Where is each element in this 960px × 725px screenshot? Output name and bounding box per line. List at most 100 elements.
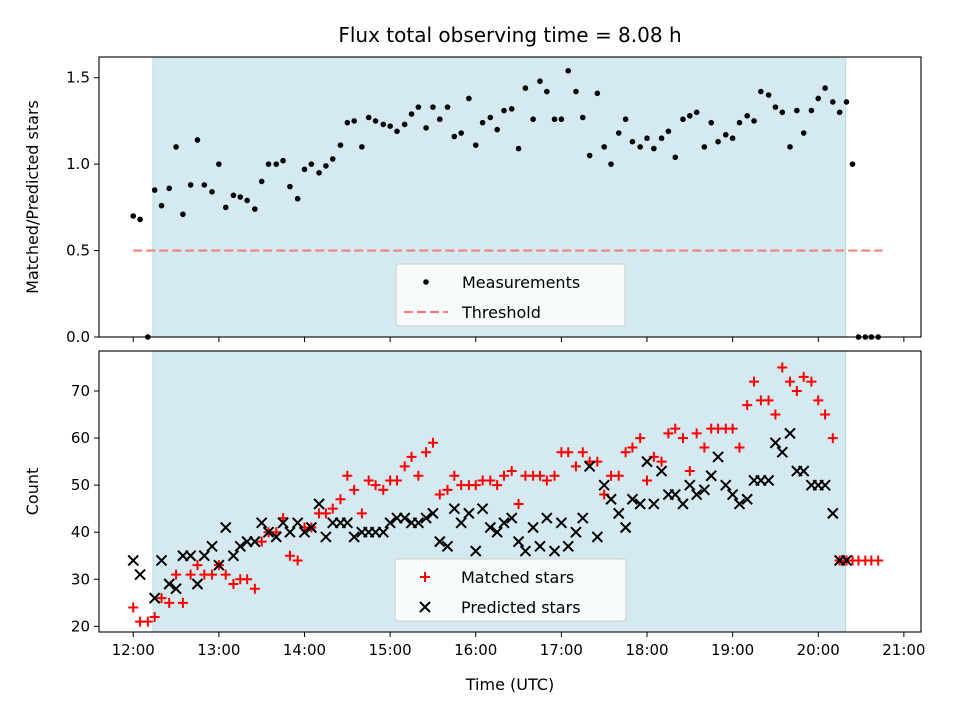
data-point xyxy=(234,540,246,553)
data-point xyxy=(830,99,836,105)
data-point xyxy=(522,85,529,91)
data-point xyxy=(594,90,601,97)
data-point xyxy=(391,475,402,486)
data-point xyxy=(615,130,622,136)
data-point xyxy=(187,182,194,188)
data-point xyxy=(455,517,467,529)
data-point xyxy=(320,508,331,519)
data-point xyxy=(698,484,711,496)
data-point xyxy=(216,161,222,167)
data-point xyxy=(164,597,175,608)
data-point xyxy=(406,451,417,462)
data-point xyxy=(230,192,237,199)
data-point xyxy=(134,568,146,581)
data-point xyxy=(563,447,574,458)
data-point xyxy=(413,470,424,481)
x-tick-label: 15:00 xyxy=(369,641,412,659)
data-point xyxy=(491,526,503,538)
x-tick-label: 20:00 xyxy=(797,641,840,659)
data-point xyxy=(394,128,400,135)
data-point xyxy=(220,569,231,580)
data-point xyxy=(372,118,379,124)
plot-frame xyxy=(98,350,922,633)
data-point xyxy=(787,144,793,150)
data-point xyxy=(420,512,432,524)
data-point xyxy=(242,574,253,585)
data-point xyxy=(579,114,586,121)
data-point xyxy=(128,602,139,613)
y-axis-label: Matched/Predicted stars xyxy=(23,100,42,294)
data-point xyxy=(335,494,346,505)
legend-marker-plus xyxy=(420,572,430,582)
data-point xyxy=(613,470,624,481)
data-point xyxy=(470,480,481,491)
data-point xyxy=(827,433,838,444)
data-point xyxy=(537,78,543,84)
data-point xyxy=(813,395,824,406)
data-point xyxy=(449,470,460,481)
panel-top-ratio: 0.0 0.5 1.0 1.5 Matched/Predicted stars Measu… xyxy=(23,56,922,346)
data-point xyxy=(387,123,393,129)
data-point xyxy=(798,371,809,382)
data-point xyxy=(380,121,387,128)
data-point xyxy=(155,554,168,567)
data-point xyxy=(770,409,781,420)
data-point xyxy=(421,447,432,458)
data-point xyxy=(749,376,760,387)
plot-frame xyxy=(98,56,922,338)
data-point xyxy=(622,116,629,123)
data-point xyxy=(237,194,244,200)
data-point xyxy=(351,118,357,124)
data-point xyxy=(163,578,175,590)
data-point xyxy=(762,474,775,487)
data-point xyxy=(498,517,510,529)
data-point xyxy=(255,517,268,529)
data-point xyxy=(669,488,681,501)
data-point xyxy=(608,161,614,167)
data-point xyxy=(408,111,415,117)
data-point xyxy=(776,446,788,458)
data-point xyxy=(744,112,750,119)
legend-label: Predicted stars xyxy=(461,598,581,617)
data-point xyxy=(548,545,561,557)
data-point xyxy=(494,126,500,133)
data-point xyxy=(699,442,710,453)
x-tick-label: 13:00 xyxy=(197,641,240,659)
chart-title: Flux total observing time = 8.08 h xyxy=(338,23,681,47)
data-point xyxy=(708,119,715,126)
data-point xyxy=(434,489,445,500)
data-point xyxy=(642,475,652,486)
data-point xyxy=(541,475,552,486)
y-tick-label: 0.5 xyxy=(66,242,90,260)
data-point xyxy=(177,597,188,608)
data-point xyxy=(313,498,325,510)
data-point xyxy=(470,545,482,557)
data-point xyxy=(287,183,293,190)
data-point xyxy=(444,104,451,110)
data-point xyxy=(476,502,489,515)
data-point xyxy=(158,202,165,209)
data-point xyxy=(448,502,461,515)
data-point xyxy=(684,466,695,477)
data-point xyxy=(170,582,182,595)
data-point xyxy=(499,470,510,481)
series-predicted-stars xyxy=(127,427,853,604)
x-tick-label: 12:00 xyxy=(112,641,155,659)
data-point xyxy=(648,498,660,510)
data-point xyxy=(506,512,518,524)
data-point xyxy=(627,442,638,453)
x-tick-label: 19:00 xyxy=(711,641,754,659)
data-point xyxy=(249,583,260,594)
data-point xyxy=(635,433,646,444)
x-axis-label: Time (UTC) xyxy=(465,675,554,694)
y-tick-label: 40 xyxy=(71,523,90,541)
data-point xyxy=(820,409,831,420)
data-point xyxy=(151,187,158,193)
data-point xyxy=(398,512,411,524)
data-point xyxy=(265,161,272,167)
y-tick-label: 50 xyxy=(71,476,90,494)
data-point xyxy=(769,437,782,449)
data-point xyxy=(840,554,853,567)
data-point xyxy=(180,211,186,218)
